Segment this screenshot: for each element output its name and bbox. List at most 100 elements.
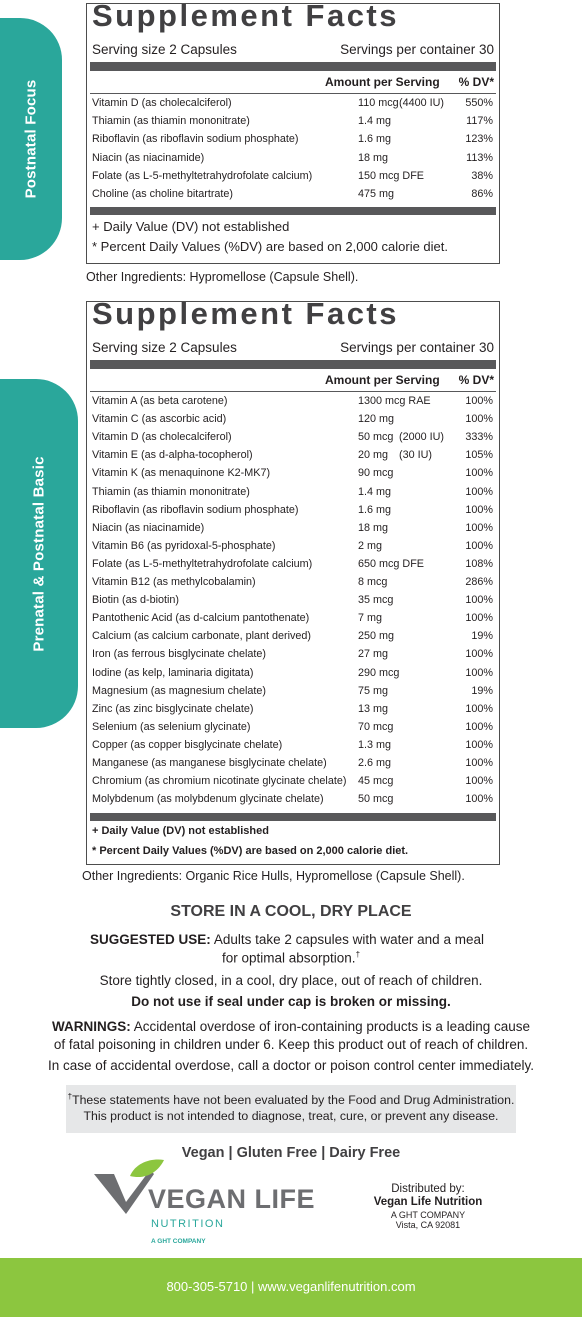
nutrient-dv: 100% xyxy=(465,612,493,625)
nutrient-name: Vitamin C (as ascorbic acid) xyxy=(92,413,227,426)
nutrient-dv: 100% xyxy=(465,648,493,661)
disclaimer-dagger: † xyxy=(67,1092,73,1101)
nutrient-amount: 1.6 mg xyxy=(358,133,392,146)
nutrient-name: Niacin (as niacinamide) xyxy=(92,151,205,164)
nutrient-row: Thiamin (as thiamin mononitrate) 1.4 mg 10… xyxy=(87,485,499,503)
nutrient-name: Thiamin (as thiamin mononitrate) xyxy=(92,485,250,498)
nutrient-name: Calcium (as calcium carbonate, plant der… xyxy=(92,630,312,643)
nutrient-dv: 19% xyxy=(471,684,493,697)
nutrient-name: Vitamin B6 (as pyridoxal-5-phosphate) xyxy=(92,539,276,552)
nutrient-row: Chromium (as chromium nicotinate glycina… xyxy=(87,774,499,792)
nutrient-dv: 100% xyxy=(465,395,493,407)
nutrient-amount: 650 mcg DFE xyxy=(358,557,425,570)
nutrient-dv: 100% xyxy=(465,594,493,607)
warnings-text-1: Accidental overdose of iron-containing p… xyxy=(130,1019,530,1034)
panel1-footnote-dv: + Daily Value (DV) not established xyxy=(92,219,290,234)
nutrient-row: Selenium (as selenium glycinate) 70 mcg 10… xyxy=(87,720,499,738)
suggested-use-line2: for optimal absorption.† xyxy=(0,950,582,966)
panel2-other-ingredients: Other Ingredients: Organic Rice Hulls, H… xyxy=(82,869,465,883)
nutrient-amount: 2 mg xyxy=(358,539,383,552)
nutrient-row: Iron (as ferrous bisglycinate chelate) 27… xyxy=(87,647,499,665)
nutrient-amount: 13 mg xyxy=(358,702,389,715)
nutrient-row: Niacin (as niacinamide) 18 mg 100% xyxy=(87,521,499,539)
seal-warning: Do not use if seal under cap is broken o… xyxy=(131,994,451,1009)
nutrient-amount: 18 mg xyxy=(358,151,389,164)
nutrient-dv: 117% xyxy=(466,115,493,128)
nutrient-row: Vitamin B12 (as methylcobalamin) 8 mcg 286… xyxy=(87,575,499,593)
nutrient-row: Vitamin A (as beta carotene) 1300 mcg RAE… xyxy=(87,394,499,412)
nutrient-row: Thiamin (as thiamin mononitrate) 1.4 mg 11… xyxy=(87,114,499,132)
nutrient-row: Copper (as copper bisglycinate chelate) 1… xyxy=(87,738,499,756)
nutrient-dv: 100% xyxy=(465,775,493,788)
postnatal-focus-label: Postnatal Focus xyxy=(22,79,40,199)
suggested-use-label: SUGGESTED USE: xyxy=(90,932,211,947)
prenatal-postnatal-basic-tab: Prenatal & Postnatal Basic xyxy=(0,379,78,728)
panel2-servings-per-container: Servings per container 30 xyxy=(340,340,494,355)
panel1-amount-header: Amount per Serving xyxy=(325,75,440,89)
nutrient-row: Pantothenic Acid (as d-calcium pantothen… xyxy=(87,611,499,629)
nutrient-amount: 50 mcg xyxy=(358,793,394,806)
nutrient-amount: 250 mg xyxy=(358,630,395,643)
nutrient-name: Niacin (as niacinamide) xyxy=(92,521,205,534)
panel1-footnote-percent: * Percent Daily Values (%DV) are based o… xyxy=(92,239,449,254)
nutrient-name: Vitamin D (as cholecalciferol) xyxy=(92,97,232,109)
nutrient-amount: 7 mg xyxy=(358,612,383,625)
distributor-address: Vista, CA 92081 xyxy=(395,1220,461,1230)
nutrient-dv: 100% xyxy=(465,757,493,769)
nutrient-dv: 19% xyxy=(471,630,493,643)
nutrient-dv: 108% xyxy=(465,557,493,570)
nutrient-amount: 290 mcg xyxy=(358,666,400,679)
distributor-label: Distributed by: xyxy=(391,1183,465,1195)
nutrient-row: Iodine (as kelp, laminaria digitata) 290 … xyxy=(87,666,499,684)
nutrient-dv: 100% xyxy=(465,702,493,715)
nutrient-amount: 120 mg xyxy=(358,413,395,426)
nutrient-dv: 100% xyxy=(465,467,493,480)
nutrient-iu: (4400 IU) xyxy=(399,97,445,109)
panel2-serving-size: Serving size 2 Capsules xyxy=(92,340,237,355)
nutrient-dv: 100% xyxy=(465,485,493,498)
suggested-use-line2-text: for optimal absorption. xyxy=(221,950,356,966)
nutrient-name: Selenium (as selenium glycinate) xyxy=(92,720,251,733)
nutrient-name: Vitamin A (as beta carotene) xyxy=(92,395,228,407)
nutrient-name: Zinc (as zinc bisglycinate chelate) xyxy=(92,702,254,715)
nutrient-amount: 1300 mcg RAE xyxy=(358,395,431,407)
nutrient-name: Riboflavin (as riboflavin sodium phospha… xyxy=(92,133,299,146)
nutrient-row: Folate (as L-5-methyltetrahydrofolate ca… xyxy=(87,557,499,575)
nutrient-row: Biotin (as d-biotin) 35 mcg 100% xyxy=(87,593,499,611)
panel2-dv-header: % DV* xyxy=(458,373,494,387)
nutrient-amount: 8 mcg xyxy=(358,576,388,588)
distributor-name: Vegan Life Nutrition xyxy=(373,1196,483,1208)
nutrient-row: Vitamin D (as cholecalciferol) 50 mcg (200… xyxy=(87,430,499,448)
nutrient-amount: 70 mcg xyxy=(358,720,394,733)
nutrient-iu: (30 IU) xyxy=(399,449,432,462)
panel1-thick-rule-bottom xyxy=(90,207,496,215)
nutrient-dv: 100% xyxy=(465,666,493,679)
store-instruction: Store tightly closed, in a cool, dry pla… xyxy=(99,973,483,988)
disclaimer-line1-text: These statements have not been evaluated… xyxy=(72,1093,515,1108)
nutrient-name: Chromium (as chromium nicotinate glycina… xyxy=(92,775,347,788)
warnings-line1: WARNINGS: Accidental overdose of iron-co… xyxy=(0,1019,582,1034)
nutrient-dv: 113% xyxy=(466,151,493,164)
nutrient-row: Riboflavin (as riboflavin sodium phospha… xyxy=(87,132,499,150)
nutrient-amount: 110 mcg xyxy=(358,97,399,109)
logo-name: VEGAN LIFE xyxy=(148,1184,316,1214)
nutrient-dv: 38% xyxy=(471,169,493,182)
nutrient-amount: 18 mg xyxy=(358,521,389,534)
panel2-amount-header: Amount per Serving xyxy=(325,373,440,387)
nutrient-row: Choline (as choline bitartrate) 475 mg 86% xyxy=(87,187,499,205)
leaf-check-icon xyxy=(94,1159,164,1214)
distributor-block: Distributed by: Vegan Life Nutrition A G… xyxy=(348,1183,508,1230)
nutrient-name: Riboflavin (as riboflavin sodium phospha… xyxy=(92,503,299,516)
nutrient-name: Thiamin (as thiamin mononitrate) xyxy=(92,115,250,128)
nutrient-amount: 27 mg xyxy=(358,648,389,661)
fda-disclaimer-box: †These statements have not been evaluate… xyxy=(66,1085,516,1133)
nutrient-amount: 475 mg xyxy=(358,188,395,200)
panel1-title: Supplement Facts xyxy=(92,0,399,33)
suggested-use: SUGGESTED USE: Adults take 2 capsules wi… xyxy=(0,932,578,947)
contact-footer-bar: 800-305-5710 | www.veganlifenutrition.co… xyxy=(0,1258,582,1317)
nutrient-name: Folate (as L-5-methyltetrahydrofolate ca… xyxy=(92,557,313,570)
nutrient-dv: 100% xyxy=(465,503,493,516)
nutrient-row: Manganese (as manganese bisglycinate che… xyxy=(87,756,499,774)
nutrient-dv: 100% xyxy=(465,413,493,426)
panel1-serving-size: Serving size 2 Capsules xyxy=(92,42,237,57)
